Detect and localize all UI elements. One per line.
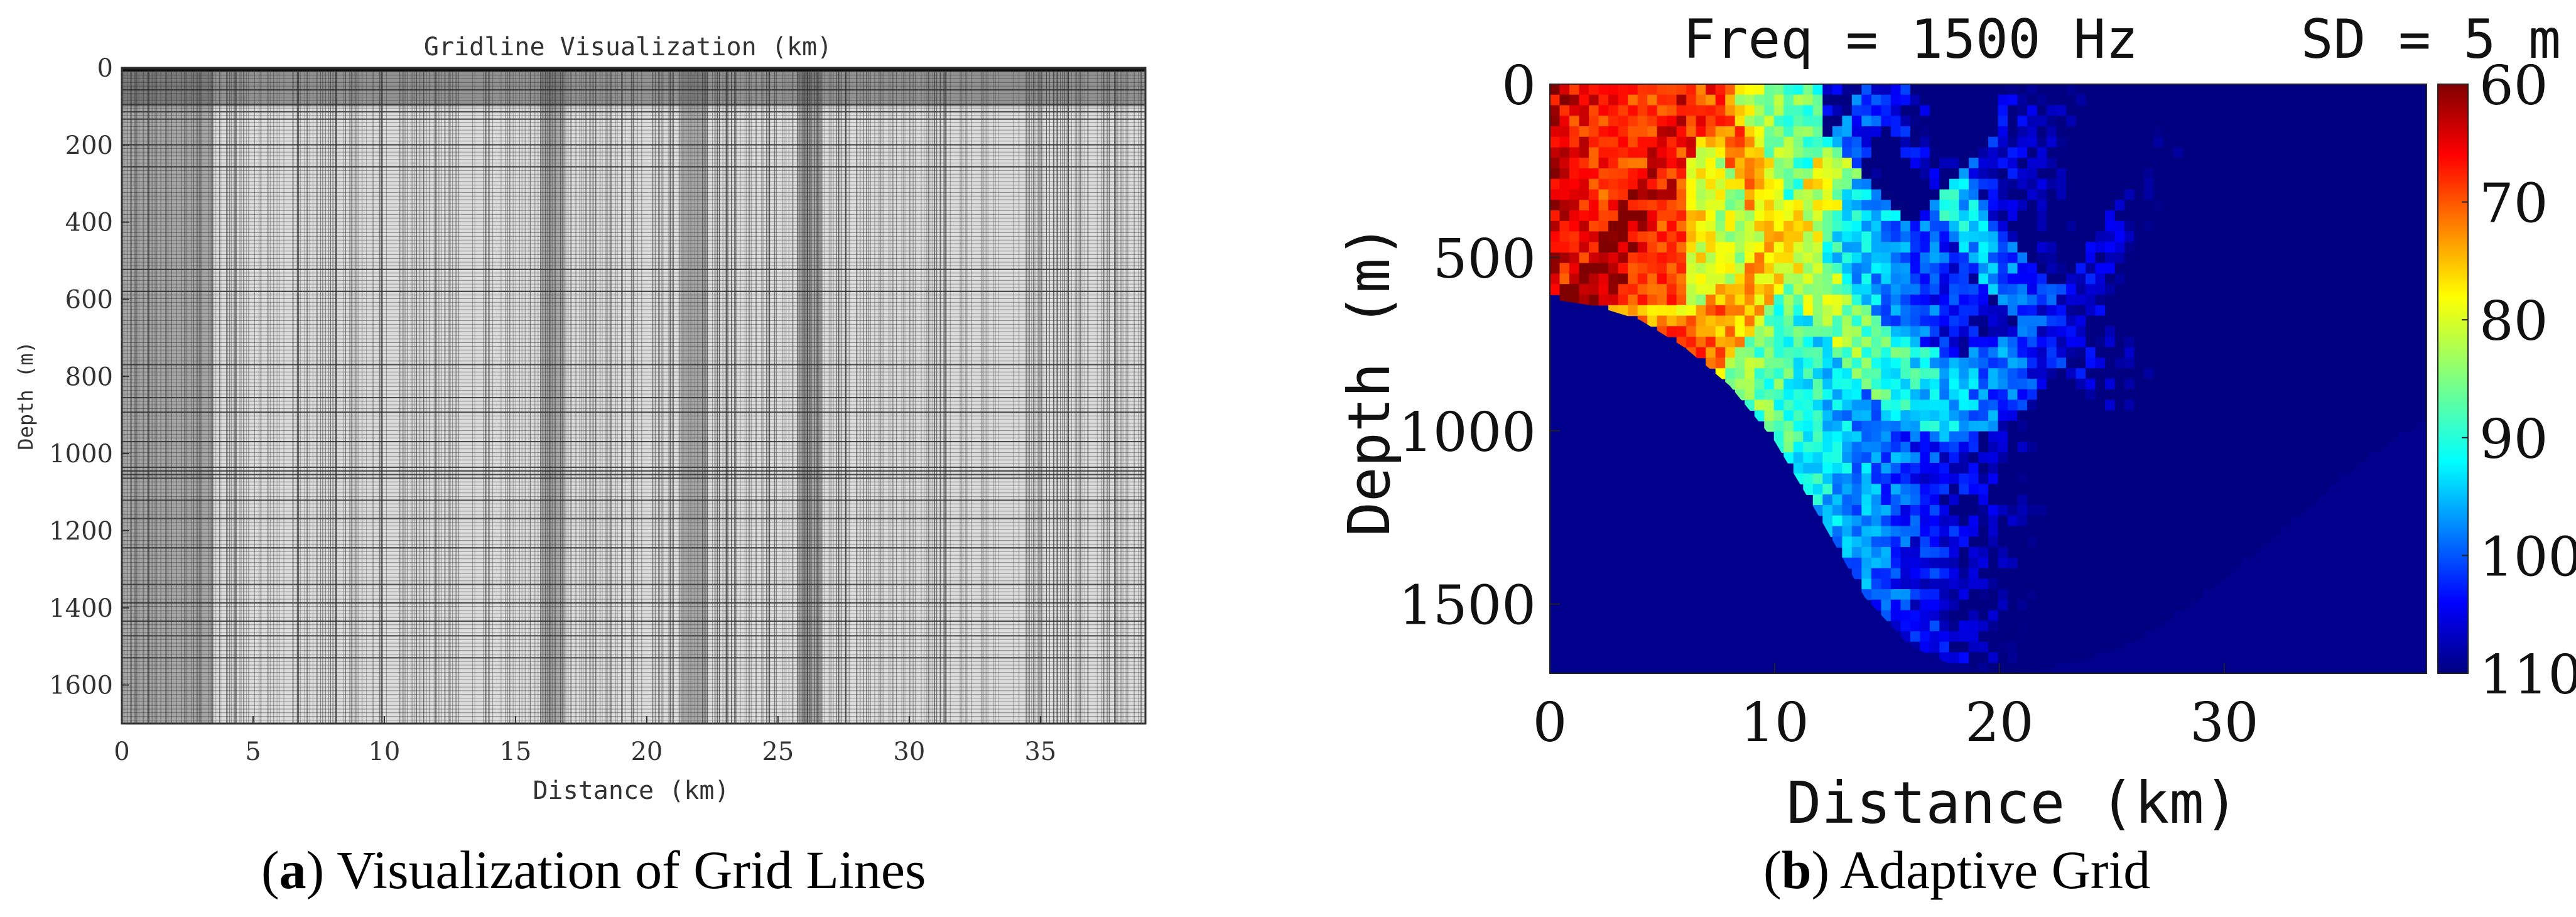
colorbar-tick-label: 70 [2479, 173, 2548, 236]
panel-b-y-tick-label: 1000 [1399, 401, 1536, 464]
panel-a-y-axis: 0 200 400 600 800 1000 1200 1400 1600 [49, 54, 129, 700]
panel-a-dense-band [681, 68, 705, 724]
panel-a-title: Gridline Visualization (km) [424, 33, 832, 62]
panel-a-x-tick-label: 15 [499, 737, 531, 766]
panel-a-y-tick-label: 1200 [49, 517, 113, 546]
panel-a-vertical-gridlines [123, 68, 1142, 724]
panel-a-y-tick-label: 600 [65, 285, 113, 314]
colorbar-tick-label: 110 [2479, 644, 2576, 707]
panel-b-caption-text: Adaptive Grid [1839, 840, 2151, 900]
panel-a-dense-band [541, 68, 566, 724]
panel-b-field-chart: Freq = 1500 Hz SD = 5 m 0 10 20 30 05001000… [1336, 8, 2576, 837]
panel-a-dense-band [122, 68, 214, 724]
panel-a-x-label: Distance (km) [533, 776, 729, 805]
panel-b-x-tick-label: 30 [2190, 692, 2258, 754]
panel-a-plot-area [122, 68, 1145, 724]
panel-a-y-tick-label: 200 [65, 131, 113, 160]
colorbar: 60 70 80 90 100 110 [2437, 55, 2576, 707]
panel-b-letter: b [1781, 840, 1812, 900]
panel-b-x-tick-label: 20 [1965, 692, 2033, 754]
panel-a-x-tick-label: 35 [1024, 737, 1056, 766]
panel-b-frame [1549, 84, 2427, 674]
panel-a-y-label: Depth (m) [14, 341, 38, 450]
panel-a-y-tick-label: 1400 [49, 594, 113, 623]
panel-a-horizontal-gridlines [122, 68, 1145, 720]
panel-b-y-label: Depth (m) [1336, 224, 1403, 537]
panel-a-x-tick-label: 5 [245, 737, 261, 766]
panel-a-y-tick-label: 800 [65, 362, 113, 391]
panel-b-y-tick-label: 500 [1433, 228, 1536, 291]
panel-a-grid-chart: Gridline Visualization (km) 0 5 10 15 20 25 30… [14, 33, 1147, 805]
panel-a-y-tick-label: 400 [65, 209, 113, 237]
panel-b-y-tick-label: 1500 [1399, 575, 1536, 638]
panel-b-field-cells [1550, 84, 2427, 673]
panel-b-x-tick-label: 10 [1740, 692, 1809, 754]
panel-a-x-tick-label: 0 [114, 737, 129, 766]
panel-b-plot-area [1550, 84, 2427, 673]
panel-b-x-tick-label: 0 [1533, 692, 1567, 754]
panel-a-letter: a [279, 840, 306, 900]
panel-b-y-tick-label: 0 [1502, 55, 1536, 117]
panel-b-x-label: Distance (km) [1787, 769, 2239, 837]
panel-a-x-tick-label: 25 [762, 737, 794, 766]
colorbar-tick-label: 60 [2479, 55, 2548, 117]
panel-b-y-axis: 0 500 1000 1500 [1399, 55, 1560, 638]
panel-a-x-tick-label: 30 [893, 737, 925, 766]
panel-b-caption: (b) Adaptive Grid [1763, 840, 2151, 900]
panel-b-seabed [1550, 299, 2427, 673]
panel-a-caption: (a) Visualization of Grid Lines [261, 840, 926, 900]
colorbar-ticks: 60 70 80 90 100 110 [2462, 55, 2576, 707]
panel-a-x-tick-label: 10 [368, 737, 400, 766]
panel-a-background [122, 68, 1145, 724]
colorbar-gradient [2437, 84, 2469, 674]
panel-a-x-tick-label: 20 [630, 737, 663, 766]
panel-a-y-tick-label: 1000 [49, 440, 113, 469]
panel-b-x-axis: 0 10 20 30 [1533, 663, 2259, 754]
panel-a-y-tick-label: 1600 [49, 671, 113, 700]
panel-a-frame [121, 67, 1147, 725]
panel-a-caption-text: Visualization of Grid Lines [337, 840, 926, 900]
colorbar-tick-label: 100 [2479, 526, 2576, 589]
panel-a-surface-layer [122, 68, 1145, 107]
panel-b-title: Freq = 1500 Hz SD = 5 m [1683, 8, 2561, 71]
colorbar-tick-label: 80 [2479, 290, 2548, 353]
panel-a-y-tick-label: 0 [97, 54, 113, 83]
panel-a-x-axis: 0 5 10 15 20 25 30 35 [114, 716, 1056, 766]
colorbar-tick-label: 90 [2479, 408, 2548, 471]
